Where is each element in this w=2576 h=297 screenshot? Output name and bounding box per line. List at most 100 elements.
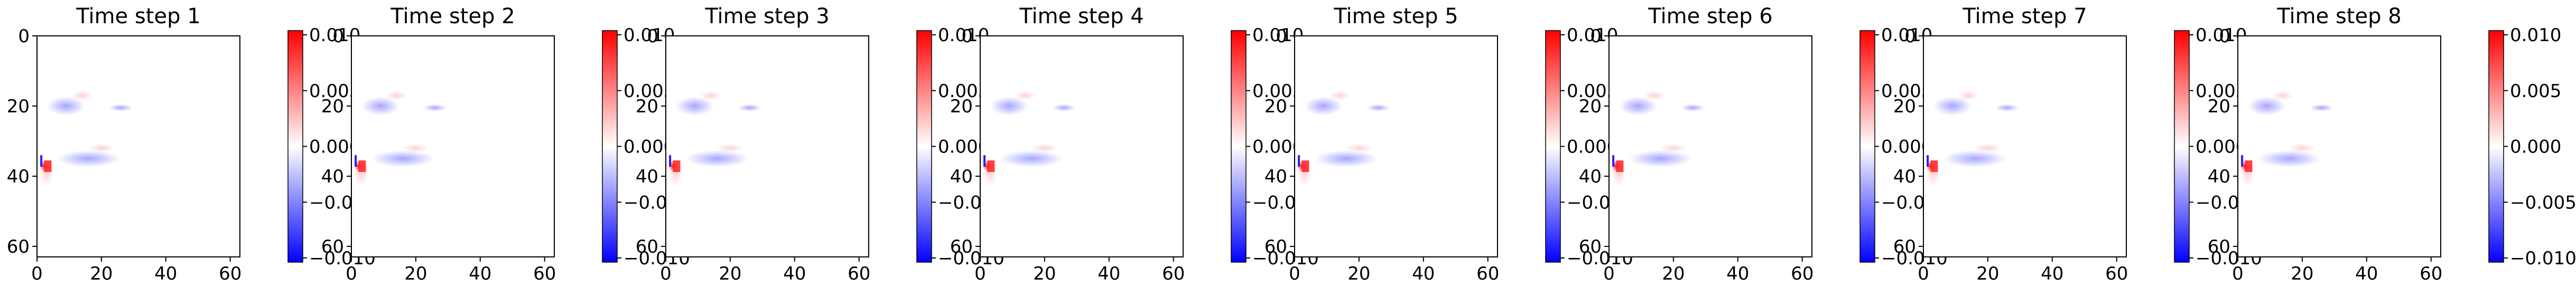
panel-title: Time step 2: [390, 4, 515, 28]
colorbar: [288, 31, 303, 262]
field-blob: [1660, 144, 1687, 152]
field-blob: [717, 144, 744, 152]
colorbar: [1546, 31, 1560, 262]
y-tick-label: 20: [636, 96, 658, 117]
field-blob: [57, 150, 120, 167]
field-blob: [386, 91, 407, 100]
field-blob: [673, 160, 680, 172]
field-blob: [2258, 150, 2321, 167]
y-tick-label: 20: [7, 96, 30, 117]
x-tick-label: 40: [2041, 263, 2063, 284]
y-tick-label: 40: [2208, 166, 2230, 187]
field-blob: [1616, 160, 1623, 172]
heatmap-area: [2238, 36, 2441, 257]
x-tick-label: 0: [974, 263, 986, 284]
colorbar: [1860, 31, 1875, 262]
y-tick-label: 40: [321, 166, 344, 187]
colorbar-tick-label: −0.005: [2510, 192, 2576, 213]
field-blob: [1366, 104, 1390, 111]
field-blob: [983, 155, 985, 167]
field-blob: [109, 104, 132, 111]
colorbar: [1231, 31, 1246, 262]
colorbar: [602, 31, 617, 262]
heatmap-area: [351, 36, 554, 257]
x-tick-label: 60: [533, 263, 556, 284]
field-blob: [1301, 160, 1309, 172]
y-tick-label: 0: [1590, 26, 1602, 47]
x-tick-label: 20: [719, 263, 741, 284]
x-tick-label: 0: [31, 263, 43, 284]
heatmap-area: [1923, 36, 2126, 257]
y-tick-label: 0: [18, 26, 30, 47]
field-blob: [423, 104, 447, 111]
panel-3: Time step 30 20 40 6002040600.0100.0050.000…: [636, 4, 1005, 284]
field-blob: [1315, 150, 1378, 167]
heatmap-area: [1295, 36, 1498, 257]
panel-title: Time step 6: [1648, 4, 1772, 28]
field-blob: [700, 91, 721, 100]
x-tick-label: 60: [1791, 263, 1814, 284]
y-tick-label: 20: [321, 96, 344, 117]
field-blob: [88, 144, 115, 152]
field-blob: [1930, 160, 1938, 172]
heatmap-area: [980, 36, 1183, 257]
y-tick-label: 60: [1264, 236, 1287, 257]
field-blob: [738, 104, 761, 111]
field-blob: [669, 155, 671, 167]
colorbar: [2489, 31, 2504, 262]
field-blob: [1031, 144, 1058, 152]
colorbar-tick-label: 0.005: [2510, 81, 2561, 102]
panel-title: Time step 4: [1019, 4, 1143, 28]
y-tick-label: 20: [2208, 96, 2230, 117]
field-blob: [71, 91, 92, 100]
y-tick-label: 0: [2219, 26, 2230, 47]
x-tick-label: 20: [1033, 263, 1056, 284]
field-blob: [686, 150, 749, 167]
y-tick-label: 60: [950, 236, 973, 257]
heatmap-area: [1609, 36, 1812, 257]
field-blob: [1943, 150, 2007, 167]
x-tick-label: 60: [1476, 263, 1499, 284]
x-tick-label: 20: [90, 263, 113, 284]
x-tick-label: 20: [1976, 263, 1999, 284]
y-tick-label: 60: [636, 236, 658, 257]
colorbar-tick-label: −0.010: [2510, 248, 2576, 269]
y-tick-label: 40: [1264, 166, 1287, 187]
field-blob: [1612, 155, 1614, 167]
x-tick-label: 0: [660, 263, 672, 284]
panel-5: Time step 50 20 40 6002040600.0100.0050.000…: [1264, 4, 1633, 284]
field-blob: [2245, 160, 2252, 172]
y-tick-label: 60: [2208, 236, 2230, 257]
y-tick-label: 0: [1904, 26, 1916, 47]
field-blob: [1958, 91, 1979, 100]
field-blob: [2310, 104, 2333, 111]
field-blob: [1015, 91, 1036, 100]
x-tick-label: 40: [1726, 263, 1749, 284]
field-blob: [2241, 155, 2243, 167]
panel-title: Time step 5: [1333, 4, 1458, 28]
panel-title: Time step 7: [1962, 4, 2087, 28]
panel-title: Time step 8: [2276, 4, 2401, 28]
x-tick-label: 40: [1098, 263, 1120, 284]
field-blob: [44, 160, 51, 172]
panel-2: Time step 20 20 40 6002040600.0100.0050.000…: [321, 4, 690, 284]
colorbar: [2174, 31, 2189, 262]
x-tick-label: 20: [1662, 263, 1685, 284]
y-tick-label: 40: [7, 166, 30, 187]
field-blob: [358, 160, 366, 172]
y-tick-label: 40: [1579, 166, 1602, 187]
panel-title: Time step 1: [76, 4, 200, 28]
panel-title: Time step 3: [704, 4, 829, 28]
x-tick-label: 0: [1289, 263, 1300, 284]
x-tick-label: 0: [1603, 263, 1615, 284]
x-tick-label: 40: [1412, 263, 1435, 284]
field-blob: [371, 150, 435, 167]
field-blob: [1629, 150, 1692, 167]
field-blob: [1681, 104, 1704, 111]
y-tick-label: 0: [961, 26, 973, 47]
field-blob: [1345, 144, 1373, 152]
field-blob: [987, 160, 994, 172]
field-blob: [355, 155, 357, 167]
y-tick-label: 20: [1579, 96, 1602, 117]
